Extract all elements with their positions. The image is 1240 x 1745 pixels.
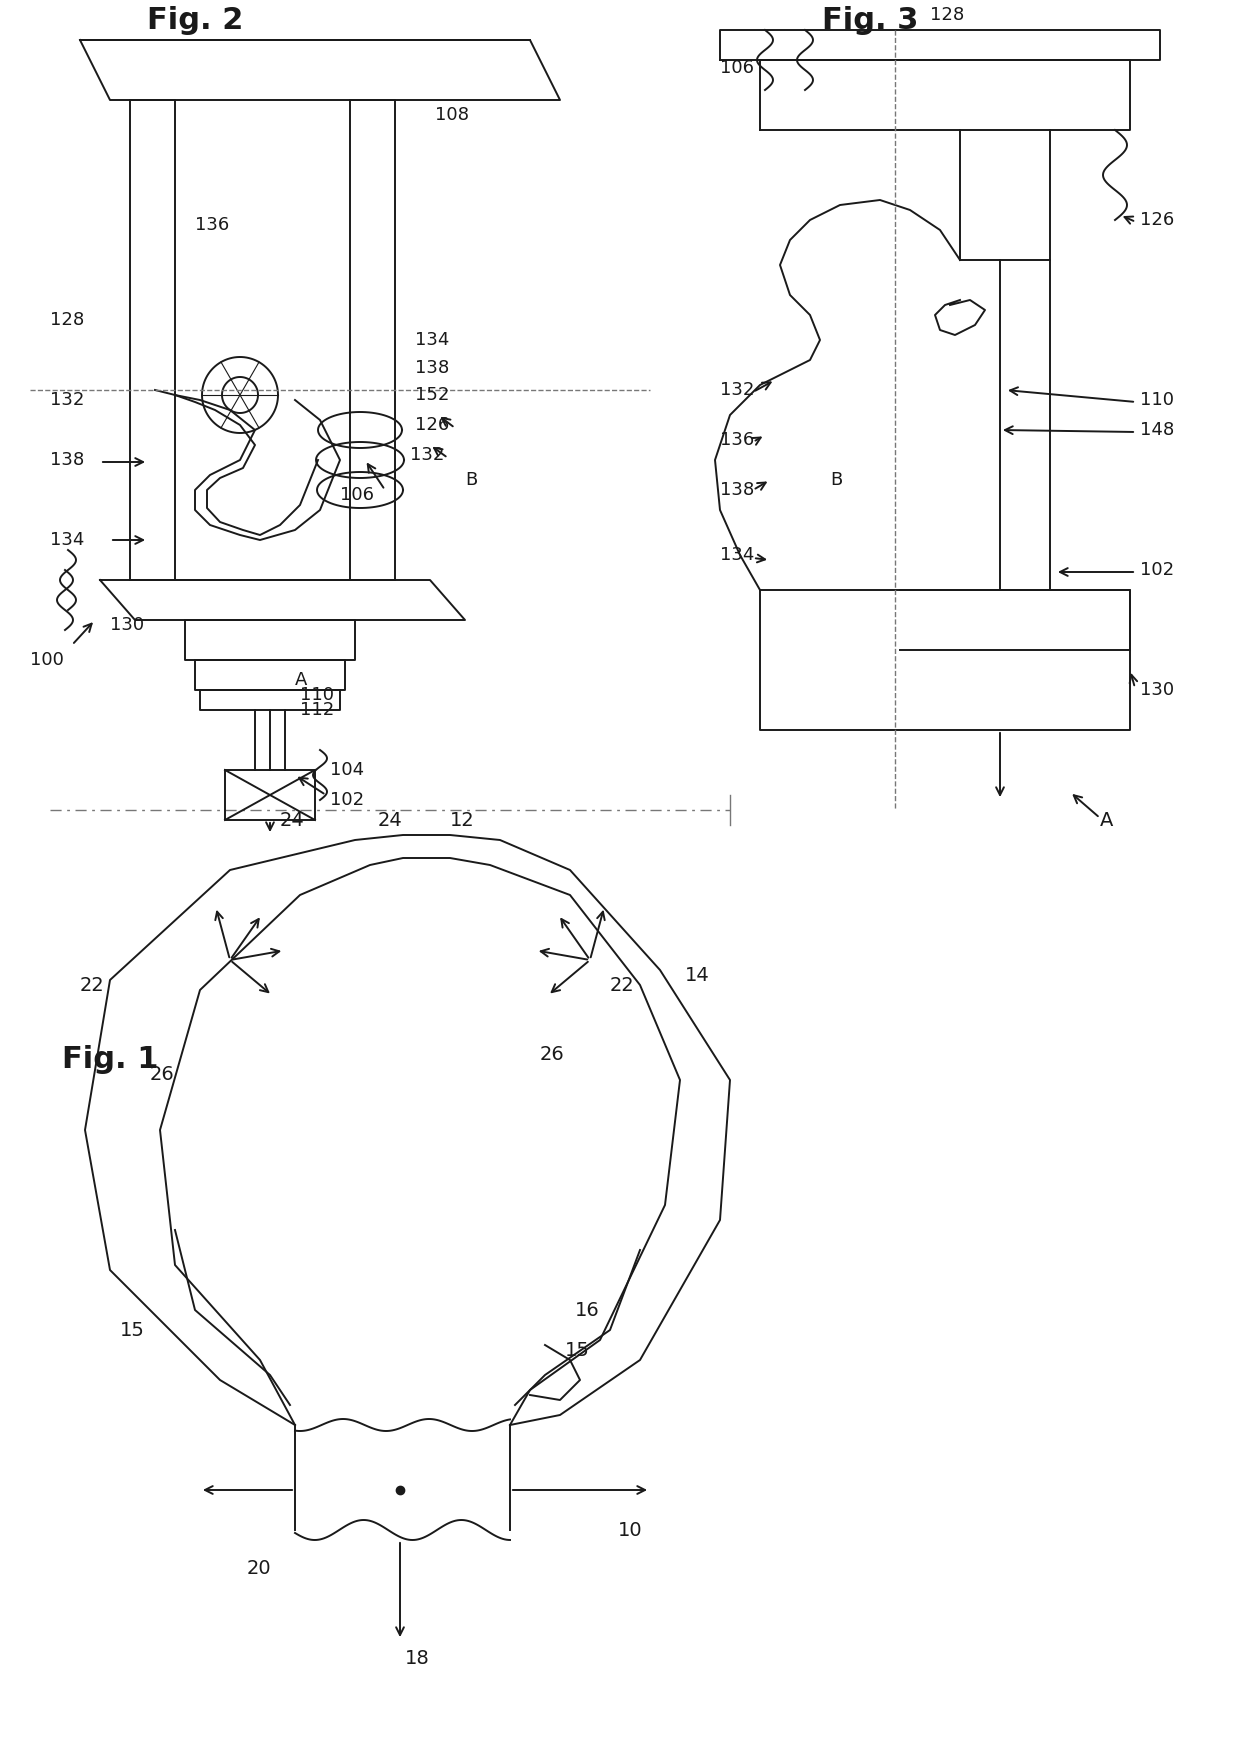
- Text: Fig. 1: Fig. 1: [62, 1045, 159, 1075]
- Text: 24: 24: [280, 810, 305, 829]
- Text: 110: 110: [300, 686, 334, 703]
- Text: 128: 128: [50, 311, 84, 330]
- Text: 22: 22: [610, 975, 635, 995]
- Text: 106: 106: [720, 59, 754, 77]
- Text: 136: 136: [195, 216, 229, 234]
- Text: 134: 134: [415, 332, 449, 349]
- Text: 152: 152: [415, 386, 449, 405]
- Text: 16: 16: [575, 1300, 600, 1319]
- Text: 138: 138: [720, 482, 754, 499]
- Text: 130: 130: [1140, 681, 1174, 700]
- Text: 24: 24: [378, 810, 403, 829]
- Text: 108: 108: [435, 106, 469, 124]
- Text: 134: 134: [720, 546, 754, 564]
- Text: 126: 126: [1140, 211, 1174, 229]
- Text: 138: 138: [415, 359, 449, 377]
- Text: 112: 112: [300, 701, 335, 719]
- Text: 132: 132: [720, 380, 754, 400]
- Text: 126: 126: [415, 415, 449, 435]
- Text: B: B: [830, 471, 842, 489]
- Text: Fig. 3: Fig. 3: [822, 5, 918, 35]
- Text: 130: 130: [110, 616, 144, 633]
- Text: 20: 20: [247, 1558, 272, 1577]
- Text: 132: 132: [50, 391, 84, 408]
- Text: 132: 132: [410, 447, 444, 464]
- Text: 138: 138: [50, 450, 84, 469]
- Text: 136: 136: [720, 431, 754, 448]
- Text: 14: 14: [684, 965, 709, 984]
- Text: 100: 100: [30, 651, 64, 668]
- Text: 18: 18: [405, 1649, 430, 1668]
- Text: 22: 22: [81, 975, 104, 995]
- Text: 102: 102: [1140, 560, 1174, 579]
- Text: A: A: [295, 672, 308, 689]
- Text: Fig. 2: Fig. 2: [146, 5, 243, 35]
- Text: 15: 15: [565, 1340, 590, 1359]
- Text: 148: 148: [1140, 421, 1174, 440]
- Text: 26: 26: [539, 1045, 564, 1064]
- Text: 110: 110: [1140, 391, 1174, 408]
- Text: B: B: [465, 471, 477, 489]
- Text: 10: 10: [618, 1520, 642, 1539]
- Text: 128: 128: [930, 5, 965, 24]
- Text: 12: 12: [450, 810, 475, 829]
- Text: 134: 134: [50, 530, 84, 550]
- Text: 104: 104: [330, 761, 365, 778]
- Text: 102: 102: [330, 790, 365, 810]
- Text: A: A: [1100, 810, 1114, 829]
- Text: 106: 106: [340, 487, 374, 504]
- Text: 15: 15: [120, 1321, 145, 1340]
- Text: 26: 26: [150, 1066, 175, 1084]
